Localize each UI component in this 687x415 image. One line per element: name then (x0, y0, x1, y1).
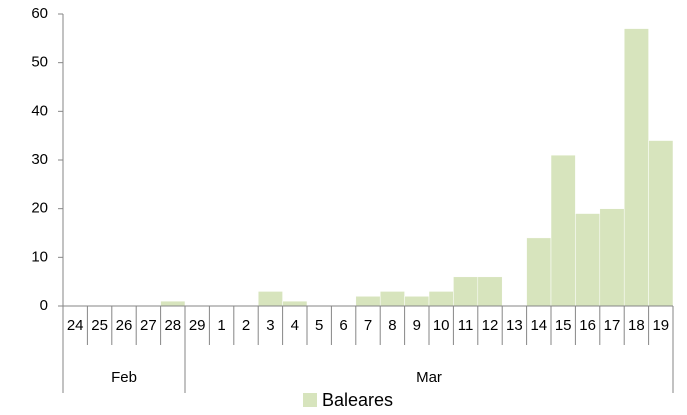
group-label: Feb (111, 369, 137, 386)
bar (526, 237, 552, 307)
x-tick-label: 12 (482, 317, 499, 334)
x-tick-label: 13 (506, 317, 523, 334)
y-tick-label: 10 (31, 248, 48, 265)
x-tick-label: 6 (339, 317, 347, 334)
y-tick-label: 50 (31, 54, 48, 71)
bar (550, 154, 576, 307)
x-tick-label: 24 (67, 317, 84, 334)
bar (648, 140, 674, 307)
x-tick-label: 4 (291, 317, 299, 334)
bar (404, 296, 430, 307)
x-tick-label: 27 (140, 317, 157, 334)
x-tick-label: 9 (413, 317, 421, 334)
x-tick-label: 19 (652, 317, 669, 334)
x-tick-label: 11 (458, 317, 474, 334)
x-tick-label: 26 (116, 317, 133, 334)
bar (599, 208, 625, 307)
legend-label: Baleares (322, 390, 393, 410)
bar (160, 300, 186, 307)
bar (428, 291, 454, 307)
bar (575, 213, 601, 307)
x-tick-label: 7 (364, 317, 372, 334)
y-tick-label: 40 (31, 102, 48, 119)
bar (477, 276, 503, 307)
group-label: Mar (416, 369, 442, 386)
x-tick-label: 5 (315, 317, 323, 334)
x-tick-label: 25 (91, 317, 108, 334)
x-tick-label: 10 (433, 317, 450, 334)
x-tick-label: 1 (217, 317, 225, 334)
bar (453, 276, 479, 307)
x-tick-label: 8 (388, 317, 396, 334)
x-tick-label: 17 (604, 317, 621, 334)
x-tick-label: 16 (579, 317, 596, 334)
y-tick-label: 20 (31, 200, 48, 217)
bar (379, 291, 405, 307)
legend-swatch (303, 393, 317, 407)
x-tick-label: 29 (189, 317, 206, 334)
bar (623, 28, 649, 307)
y-tick-label: 60 (31, 5, 48, 22)
bar (257, 291, 283, 307)
bar (282, 300, 308, 307)
bar (355, 296, 381, 307)
x-tick-label: 3 (266, 317, 274, 334)
x-tick-label: 14 (530, 317, 547, 334)
y-tick-label: 30 (31, 151, 48, 168)
x-tick-label: 2 (242, 317, 250, 334)
y-tick-label: 0 (40, 297, 48, 314)
x-tick-label: 28 (164, 317, 181, 334)
x-tick-label: 18 (628, 317, 645, 334)
x-tick-label: 15 (555, 317, 572, 334)
